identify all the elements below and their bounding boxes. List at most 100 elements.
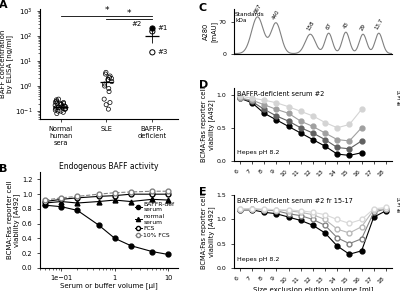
Text: *: * — [104, 6, 109, 15]
Legend: BAFFR-def
serum, normal
serum, FCS, 10% FCS: BAFFR-def serum, normal serum, FCS, 10% … — [134, 202, 174, 238]
10% FCS — [112, 191, 117, 194]
Point — [52, 106, 59, 111]
Text: 67: 67 — [325, 22, 333, 31]
Text: D: D — [199, 80, 208, 90]
Text: C: C — [199, 3, 207, 13]
normal
serum — [112, 198, 117, 202]
10% FCS — [43, 198, 48, 202]
Text: 440: 440 — [271, 9, 281, 21]
Text: #3: #3 — [158, 49, 168, 55]
Text: *: * — [127, 9, 132, 18]
X-axis label: Size exclusion elution volume [ml]: Size exclusion elution volume [ml] — [253, 286, 373, 291]
Y-axis label: BAFF concentration
by ELISA [ng/ml]: BAFF concentration by ELISA [ng/ml] — [0, 29, 13, 98]
normal
serum — [43, 201, 48, 205]
Point — [103, 70, 109, 75]
Line: 10% FCS: 10% FCS — [43, 189, 170, 203]
Point — [54, 105, 60, 110]
Point — [62, 106, 69, 111]
Text: B: B — [0, 164, 7, 175]
Point — [149, 26, 156, 31]
Point — [53, 97, 60, 102]
Point — [54, 111, 60, 116]
normal
serum — [128, 200, 133, 203]
Text: Hepes pH 8.2: Hepes pH 8.2 — [237, 257, 279, 262]
Point — [55, 105, 62, 110]
Point — [52, 103, 58, 108]
Text: 43: 43 — [342, 21, 350, 30]
Text: 667: 667 — [253, 3, 262, 15]
10% FCS — [128, 190, 133, 194]
BAFFR-def
serum — [59, 205, 64, 208]
BAFFR-def
serum — [128, 244, 133, 247]
Point — [107, 74, 113, 78]
Point — [106, 86, 112, 91]
Point — [59, 104, 65, 109]
FCS — [43, 200, 48, 203]
Text: E: E — [199, 187, 206, 197]
Point — [54, 99, 60, 104]
Point — [57, 101, 64, 106]
Y-axis label: A280
[mAU]: A280 [mAU] — [203, 21, 217, 42]
normal
serum — [59, 200, 64, 203]
Point — [58, 102, 64, 107]
Point — [101, 97, 107, 102]
Point — [103, 102, 109, 107]
Point — [105, 107, 112, 111]
X-axis label: Serum or buffer volume [μl]: Serum or buffer volume [μl] — [60, 283, 158, 290]
normal
serum — [150, 198, 154, 201]
Point — [58, 109, 64, 113]
Point — [107, 100, 113, 105]
Point — [62, 107, 68, 111]
Point — [108, 79, 115, 84]
Point — [102, 72, 109, 76]
Text: BAFFR-deficient serum #2 fr 15-17: BAFFR-deficient serum #2 fr 15-17 — [237, 198, 353, 204]
Point — [58, 102, 64, 107]
Text: Standards
kDa: Standards kDa — [235, 12, 265, 23]
Point — [105, 77, 111, 82]
10% FCS — [150, 189, 154, 193]
10% FCS — [59, 196, 64, 200]
Point — [55, 97, 62, 102]
Title: Endogenous BAFF activity: Endogenous BAFF activity — [59, 162, 158, 171]
Point — [61, 104, 68, 108]
FCS — [128, 192, 133, 196]
Y-axis label: BCMA:Fas reporter cell
viability [A492]: BCMA:Fas reporter cell viability [A492] — [201, 194, 215, 269]
normal
serum — [75, 201, 80, 205]
Point — [149, 29, 156, 34]
normal
serum — [96, 200, 101, 203]
Text: BAFFR-deficient serum #2: BAFFR-deficient serum #2 — [237, 91, 324, 97]
Point — [52, 100, 58, 104]
Point — [108, 76, 115, 81]
FCS — [166, 192, 170, 196]
FCS — [150, 192, 154, 196]
10% FCS — [166, 189, 170, 193]
Text: #1: #1 — [158, 25, 168, 31]
normal
serum — [166, 198, 170, 202]
Point — [60, 100, 67, 105]
BAFFR-def
serum — [75, 209, 80, 212]
Line: FCS: FCS — [43, 192, 170, 204]
Text: 29: 29 — [359, 23, 367, 32]
Y-axis label: BCMA:Fas reporter cell
viability [A492]: BCMA:Fas reporter cell viability [A492] — [201, 87, 215, 162]
Y-axis label: BCMA:Fas reporter cell
viability [A492]: BCMA:Fas reporter cell viability [A492] — [6, 181, 20, 259]
Point — [101, 84, 108, 88]
Point — [62, 104, 69, 109]
Point — [149, 50, 156, 55]
Text: #2: #2 — [132, 21, 142, 27]
Line: BAFFR-def
serum: BAFFR-def serum — [43, 203, 170, 257]
Point — [54, 101, 60, 105]
BAFFR-def
serum — [96, 223, 101, 227]
Text: Hepes pH 8.2: Hepes pH 8.2 — [237, 150, 279, 155]
FCS — [59, 198, 64, 201]
10% FCS — [96, 192, 101, 196]
10% FCS — [75, 195, 80, 198]
BAFFR-def
serum — [43, 203, 48, 207]
Text: A: A — [0, 0, 7, 10]
FCS — [96, 195, 101, 198]
Text: 158: 158 — [306, 20, 315, 32]
Legend: 8.3, 2.8, 0.9, 0.3: 8.3, 2.8, 0.9, 0.3 — [397, 90, 400, 136]
Point — [60, 101, 67, 106]
BAFFR-def
serum — [112, 237, 117, 240]
Point — [55, 109, 61, 113]
Text: 13.7: 13.7 — [374, 18, 384, 31]
